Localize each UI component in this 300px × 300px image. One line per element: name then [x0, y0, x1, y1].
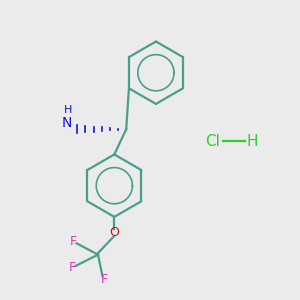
Text: Cl: Cl [205, 134, 220, 148]
Text: N: N [61, 116, 72, 130]
Text: F: F [100, 273, 107, 286]
Text: O: O [110, 226, 119, 239]
Text: F: F [69, 261, 76, 274]
Text: F: F [70, 235, 76, 248]
Text: H: H [247, 134, 258, 148]
Text: H: H [64, 105, 73, 115]
